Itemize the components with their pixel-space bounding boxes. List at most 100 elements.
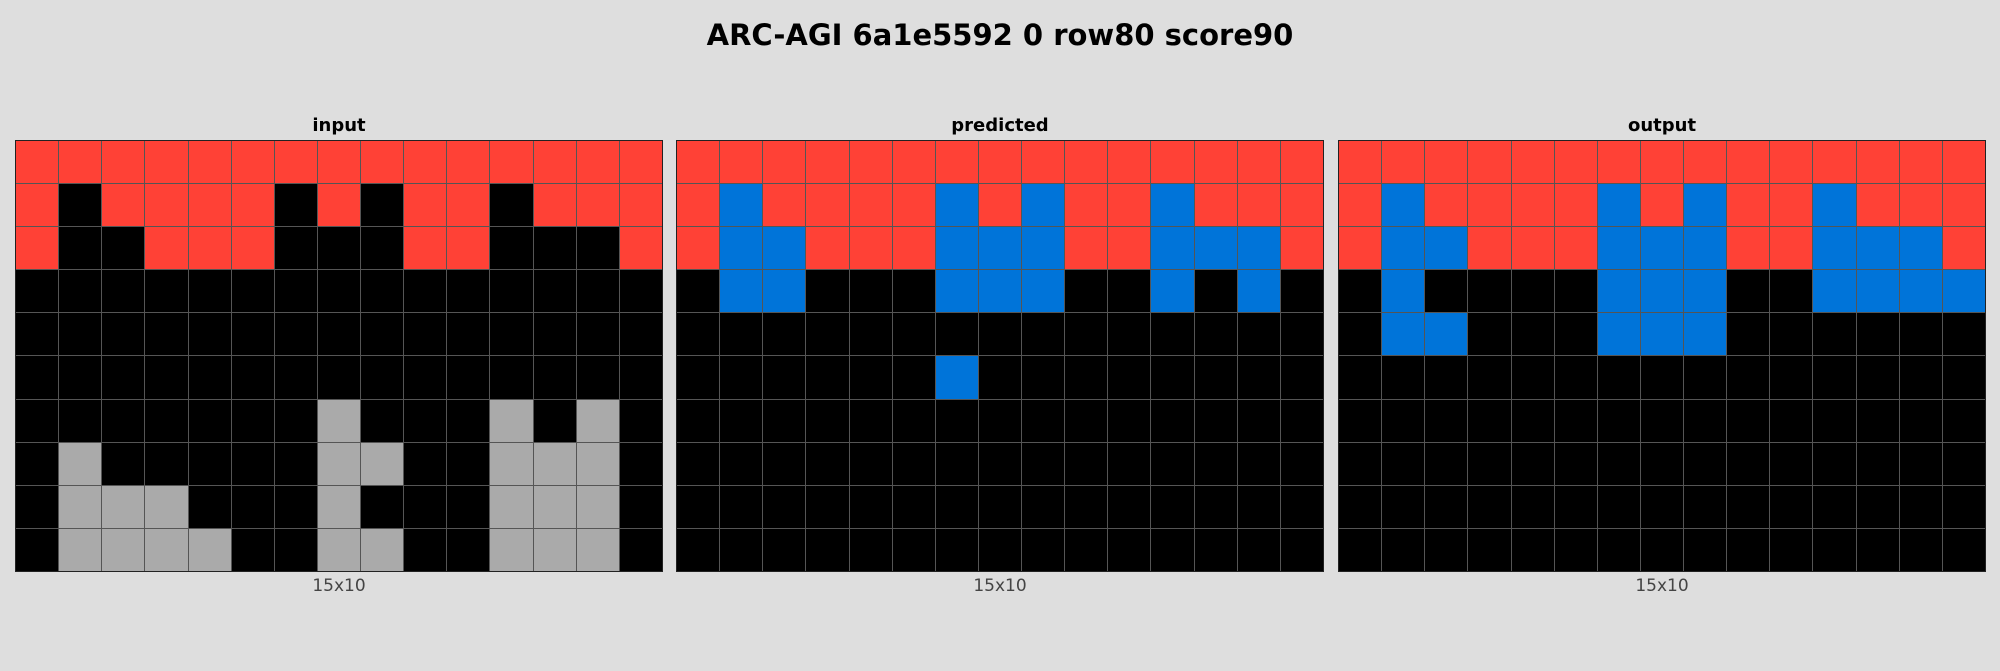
grid-cell xyxy=(1511,141,1554,184)
grid-cell xyxy=(1727,485,1770,528)
grid-cell xyxy=(978,528,1022,571)
grid-cell xyxy=(1813,141,1856,184)
grid-cell xyxy=(59,485,102,528)
grid-cell xyxy=(677,442,720,485)
grid-cell xyxy=(447,399,490,442)
grid-cell xyxy=(1468,356,1511,399)
grid-cell xyxy=(404,141,447,184)
grid-cell xyxy=(677,399,720,442)
grid-cell xyxy=(1813,485,1856,528)
grid-cell xyxy=(317,528,361,571)
grid-cell xyxy=(1856,141,1899,184)
grid-cell xyxy=(404,356,447,399)
grid-cell xyxy=(576,528,619,571)
grid-cell xyxy=(1280,399,1323,442)
grid-cell xyxy=(1382,313,1425,356)
grid-cell xyxy=(576,141,619,184)
grid-cell xyxy=(1425,442,1468,485)
grid-cell xyxy=(1899,442,1942,485)
grid-cell xyxy=(763,313,806,356)
grid-cell xyxy=(1108,313,1151,356)
grid-cell xyxy=(1640,442,1684,485)
grid-cell xyxy=(490,399,533,442)
grid-cell xyxy=(935,485,978,528)
grid-cell xyxy=(1468,528,1511,571)
grid-cell xyxy=(1382,528,1425,571)
grid-cell xyxy=(619,313,662,356)
grid-cell xyxy=(447,485,490,528)
grid-cell xyxy=(1640,227,1684,270)
grid-cell xyxy=(1554,356,1597,399)
grid-cell xyxy=(1942,399,1985,442)
panel-caption: 15x10 xyxy=(1635,576,1689,596)
grid-cell xyxy=(1942,313,1985,356)
grid-cell xyxy=(1382,270,1425,313)
grid-cell xyxy=(1727,356,1770,399)
grid-cell xyxy=(935,141,978,184)
grid-cell xyxy=(1108,399,1151,442)
grid-cell xyxy=(188,184,231,227)
grid-cell xyxy=(849,442,892,485)
grid-cell xyxy=(1554,227,1597,270)
grid-cell xyxy=(677,184,720,227)
grid-cell xyxy=(1339,356,1382,399)
grid-cell xyxy=(1511,399,1554,442)
grid-cell xyxy=(1151,356,1194,399)
grid-cell xyxy=(1339,399,1382,442)
grid-cell xyxy=(1280,141,1323,184)
grid-cell xyxy=(16,184,59,227)
grid-cell xyxy=(1237,270,1280,313)
grid-cell xyxy=(231,141,274,184)
grid-cell xyxy=(935,270,978,313)
grid-cell xyxy=(102,399,145,442)
grid-cell xyxy=(274,270,317,313)
grid-cell xyxy=(188,227,231,270)
grid-cell xyxy=(274,442,317,485)
grid-cell xyxy=(1339,313,1382,356)
grid-cell xyxy=(720,356,763,399)
grid-cell xyxy=(145,356,188,399)
grid-cell xyxy=(978,227,1022,270)
grid-cell xyxy=(1511,528,1554,571)
grid-cell xyxy=(1151,442,1194,485)
grid-cell xyxy=(1554,313,1597,356)
grid-cell xyxy=(1468,313,1511,356)
grid-cell xyxy=(1194,184,1237,227)
grid-cell xyxy=(1813,270,1856,313)
grid-cell xyxy=(1770,399,1813,442)
grid-cell xyxy=(361,141,404,184)
grid-cell xyxy=(16,313,59,356)
grid-cell xyxy=(1942,270,1985,313)
grid-cell xyxy=(404,313,447,356)
grid-cell xyxy=(1597,528,1640,571)
grid-cell xyxy=(533,227,576,270)
grid-cell xyxy=(361,227,404,270)
grid-cell xyxy=(188,356,231,399)
grid-cell xyxy=(1727,313,1770,356)
grid-cell xyxy=(1339,485,1382,528)
grid-cell xyxy=(720,270,763,313)
grid-cell xyxy=(102,313,145,356)
grid-cell xyxy=(1339,184,1382,227)
grid-cell xyxy=(1425,485,1468,528)
grid-cell xyxy=(145,184,188,227)
grid-cell xyxy=(361,184,404,227)
grid-cell xyxy=(361,313,404,356)
grid-cell xyxy=(1151,399,1194,442)
grid-cell xyxy=(1727,442,1770,485)
grid-cell xyxy=(317,399,361,442)
grid-cell xyxy=(102,184,145,227)
grid-cell xyxy=(1554,270,1597,313)
grid-cell xyxy=(447,313,490,356)
grid-cell xyxy=(1856,442,1899,485)
grid-cell xyxy=(1856,184,1899,227)
grid-cell xyxy=(1813,184,1856,227)
grid-cell xyxy=(892,270,935,313)
grid-cell xyxy=(763,356,806,399)
grid-cell xyxy=(849,270,892,313)
grid-cell xyxy=(1942,485,1985,528)
grid-cell xyxy=(361,270,404,313)
grid-cell xyxy=(231,270,274,313)
grid-cell xyxy=(1770,528,1813,571)
grid-cell xyxy=(1856,313,1899,356)
